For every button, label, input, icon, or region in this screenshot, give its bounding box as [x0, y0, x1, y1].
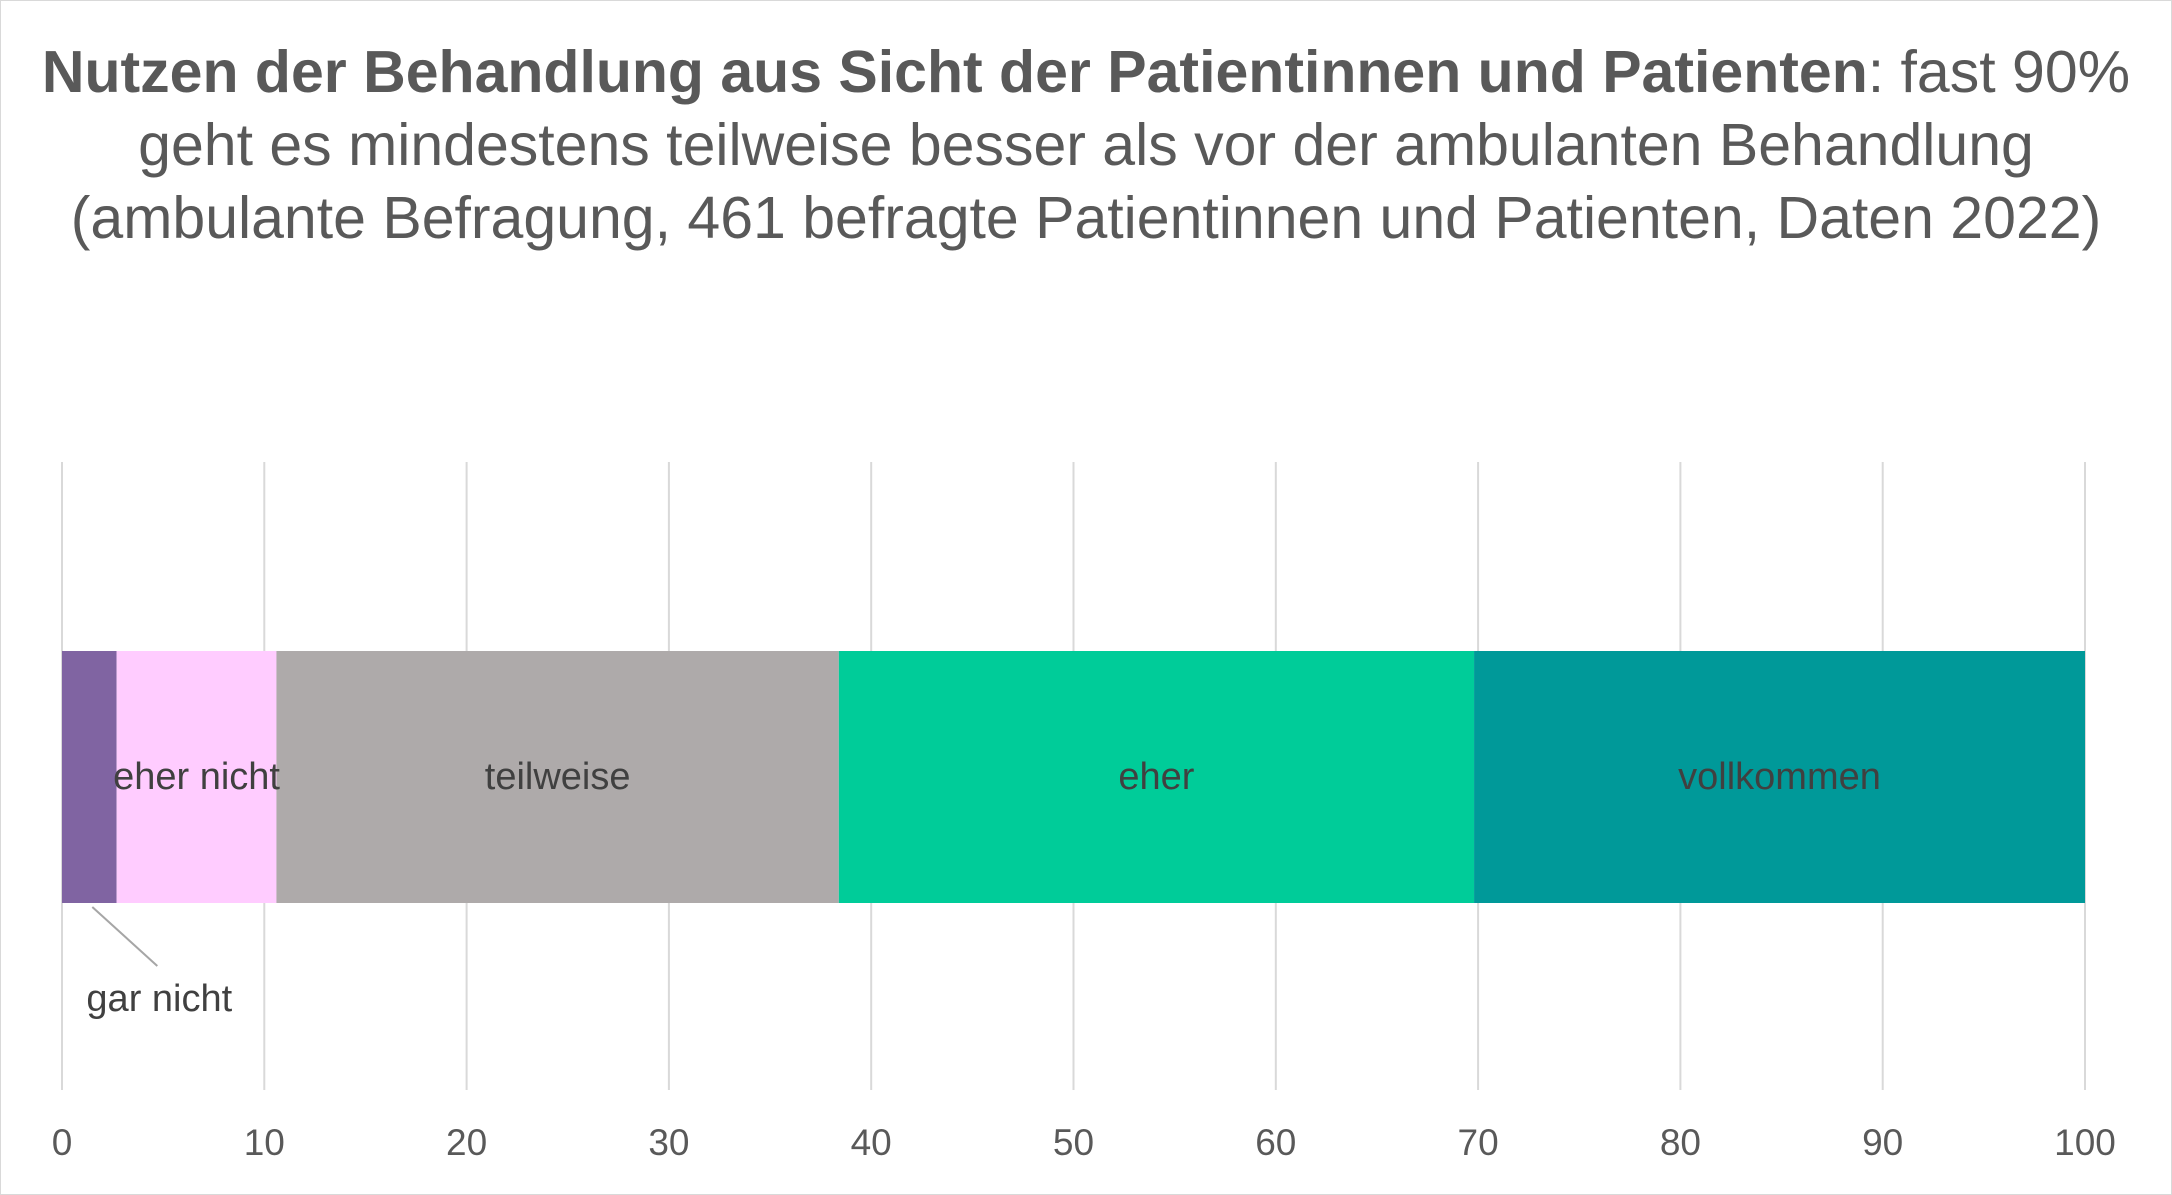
x-tick-label: 10 — [244, 1122, 285, 1163]
segment-labels: gar nicht eher nicht teilweise eher vollkomm… — [86, 756, 1880, 1020]
bar-segments — [62, 651, 2085, 903]
x-tick-label: 30 — [648, 1122, 689, 1163]
segment-label-eher-nicht: eher nicht — [113, 756, 280, 798]
x-tick-label: 80 — [1660, 1122, 1701, 1163]
x-axis-ticks: 0 10 20 30 40 50 60 70 80 90 100 — [52, 1122, 2116, 1163]
x-tick-label: 50 — [1053, 1122, 1094, 1163]
bar-segment-eher-nicht — [116, 651, 277, 903]
bar-segment-vollkommen — [1474, 651, 2085, 903]
bar-segment-gar-nicht — [62, 651, 117, 903]
x-tick-label: 0 — [52, 1122, 73, 1163]
segment-label-vollkommen: vollkommen — [1678, 756, 1881, 798]
segment-label-teilweise: teilweise — [485, 756, 631, 798]
segment-label-eher: eher — [1118, 756, 1194, 798]
bar-segment-teilweise — [276, 651, 839, 903]
x-tick-label: 60 — [1255, 1122, 1296, 1163]
x-tick-label: 20 — [446, 1122, 487, 1163]
leader-line — [91, 906, 158, 967]
bar-segment-eher — [838, 651, 1475, 903]
chart-title-bold: Nutzen der Behandlung aus Sicht der Pati… — [41, 39, 1868, 105]
x-tick-label: 40 — [851, 1122, 892, 1163]
chart-subtitle: (ambulante Befragung, 461 befragte Patie… — [70, 185, 2102, 251]
chart-title-rest: : fast 90% geht es mindestens teilweise … — [138, 39, 2131, 178]
chart-title: Nutzen der Behandlung aus Sicht der Pati… — [0, 36, 2172, 255]
segment-label-gar-nicht: gar nicht — [86, 978, 232, 1020]
x-tick-label: 90 — [1862, 1122, 1903, 1163]
x-tick-label: 70 — [1458, 1122, 1499, 1163]
x-tick-label: 100 — [2054, 1122, 2116, 1163]
